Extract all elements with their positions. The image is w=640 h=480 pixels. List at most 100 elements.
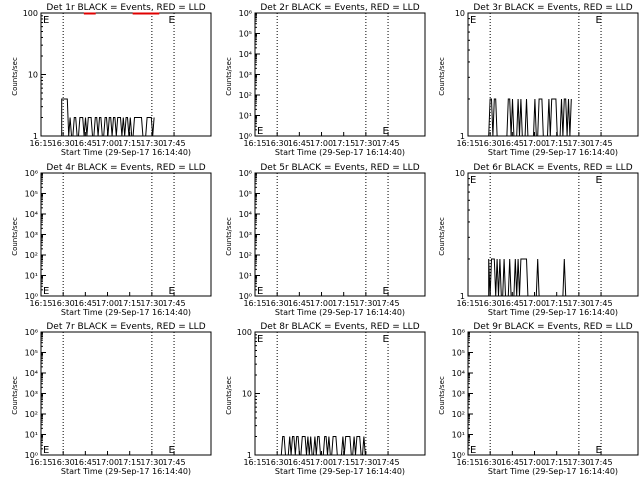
marker-E: E [470,445,476,456]
y-tick-label: 10⁴ [452,369,465,378]
x-tick-label: 17:00 [523,299,546,308]
y-tick-label: 10 [455,9,465,18]
x-tick-label: 16:15 [243,139,266,148]
x-tick-label: 16:15 [243,458,266,467]
x-tick-label: 17:00 [96,139,119,148]
y-axis-label: Counts/sec [438,57,446,96]
x-tick-label: 16:45 [501,299,524,308]
x-tick-label: 17:15 [545,139,568,148]
x-tick-label: 17:45 [377,458,400,467]
plot-frame [254,331,426,456]
x-axis-label: Start Time (29-Sep-17 16:14:40) [488,467,618,476]
x-tick-label: 16:30 [52,139,75,148]
marker-E: E [257,286,263,297]
chart-panel: Det 7r BLACK = Events, RED = LLD 10⁰ 10¹ 10… [11,322,212,476]
y-tick-label: 10⁶ [239,9,252,18]
y-tick-label: 10⁴ [25,369,38,378]
y-tick-label: 10⁰ [239,132,252,141]
x-tick-label: 17:45 [590,299,613,308]
x-tick-label: 16:45 [501,139,524,148]
x-tick-label: 16:30 [266,299,289,308]
y-tick-label: 1 [460,132,465,141]
x-tick-label: 16:30 [266,458,289,467]
panel-title: Det 9r BLACK = Events, RED = LLD [473,322,632,332]
panel-title: Det 7r BLACK = Events, RED = LLD [46,322,205,332]
x-tick-label: 16:30 [52,299,75,308]
marker-E: E [596,175,602,186]
chart-panel: Det 6r BLACK = Events, RED = LLD 1 10 16:15… [438,163,639,317]
x-tick-label: 17:45 [377,299,400,308]
y-tick-label: 10 [242,390,252,399]
x-tick-label: 16:15 [29,139,52,148]
y-tick-label: 10³ [452,390,465,399]
y-axis-label: Counts/sec [225,57,233,96]
x-tick-label: 17:15 [545,458,568,467]
y-tick-label: 100 [237,328,252,337]
y-tick-label: 10³ [25,231,38,240]
chart-panel: Det 2r BLACK = Events, RED = LLD 10⁰ 10¹ 10… [225,3,426,157]
marker-E: E [169,445,175,456]
marker-E: E [596,445,602,456]
y-tick-label: 10⁶ [239,169,252,178]
x-tick-label: 16:45 [74,299,97,308]
y-axis-label: Counts/sec [225,217,233,256]
panel-title: Det 1r BLACK = Events, RED = LLD [46,3,205,13]
x-tick-label: 16:45 [501,458,524,467]
plot-frame [40,172,212,297]
x-axis-label: Start Time (29-Sep-17 16:14:40) [488,308,618,317]
x-tick-label: 17:00 [523,139,546,148]
marker-E: E [257,334,263,345]
y-tick-label: 10¹ [25,431,38,440]
x-tick-label: 17:30 [567,139,590,148]
x-tick-label: 17:45 [590,139,613,148]
panel-title: Det 2r BLACK = Events, RED = LLD [260,3,419,13]
y-tick-label: 100 [23,9,38,18]
y-tick-label: 1 [460,292,465,301]
marker-E: E [383,334,389,345]
panel-title: Det 3r BLACK = Events, RED = LLD [473,3,632,13]
y-tick-label: 10⁶ [25,328,38,337]
chart-panel: Det 9r BLACK = Events, RED = LLD 10⁰ 10¹ 10… [438,322,639,476]
y-tick-label: 10⁴ [239,210,252,219]
y-tick-label: 10¹ [239,272,252,281]
y-tick-label: 10⁴ [239,50,252,59]
y-tick-label: 10³ [239,231,252,240]
marker-E: E [43,445,49,456]
panel-title: Det 4r BLACK = Events, RED = LLD [46,163,205,173]
plot-frame [254,172,426,297]
x-tick-label: 16:15 [456,458,479,467]
marker-E: E [383,286,389,297]
x-tick-label: 16:45 [288,458,311,467]
panel-title: Det 5r BLACK = Events, RED = LLD [260,163,419,173]
marker-E: E [470,175,476,186]
events-series [275,436,366,456]
x-tick-label: 16:30 [52,458,75,467]
chart-panel: Det 5r BLACK = Events, RED = LLD 10⁰ 10¹ 10… [225,163,426,317]
y-tick-label: 10² [239,251,252,260]
chart-panel: Det 3r BLACK = Events, RED = LLD 1 10 16:15… [438,3,639,157]
x-tick-label: 17:45 [590,458,613,467]
x-tick-label: 17:45 [163,458,186,467]
x-tick-label: 16:30 [479,458,502,467]
x-tick-label: 16:15 [29,299,52,308]
plot-frame [467,331,639,456]
y-tick-label: 10⁵ [239,30,252,39]
x-tick-label: 17:30 [567,458,590,467]
x-tick-label: 16:45 [288,299,311,308]
x-tick-label: 16:30 [266,139,289,148]
x-tick-label: 16:15 [243,299,266,308]
x-tick-label: 17:00 [310,458,333,467]
chart-panel: Det 4r BLACK = Events, RED = LLD 10⁰ 10¹ 10… [11,163,212,317]
x-tick-label: 17:15 [118,139,141,148]
marker-E: E [596,15,602,26]
x-tick-label: 17:15 [332,139,355,148]
x-tick-label: 17:15 [332,458,355,467]
x-tick-label: 17:00 [310,299,333,308]
y-axis-label: Counts/sec [438,376,446,415]
y-tick-label: 10¹ [452,431,465,440]
x-axis-label: Start Time (29-Sep-17 16:14:40) [488,148,618,157]
y-tick-label: 10⁰ [25,451,38,460]
x-tick-label: 17:30 [567,299,590,308]
x-tick-label: 17:30 [140,299,163,308]
